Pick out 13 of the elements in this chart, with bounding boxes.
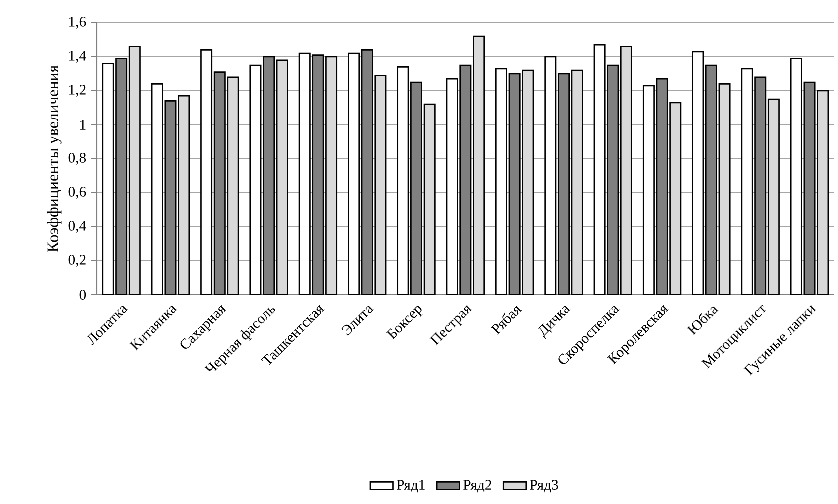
y-tick-label: 1,6 bbox=[70, 17, 86, 29]
y-tick-label: 0 bbox=[80, 290, 86, 300]
y-tick-label: 1 bbox=[80, 120, 86, 130]
y-tick-label: 0,6 bbox=[68, 187, 86, 200]
y-tick-label: 1,2 bbox=[70, 85, 86, 97]
y-axis-title: Коэффициенты увеличения bbox=[47, 66, 62, 252]
legend-label: Ряд2 bbox=[464, 480, 492, 493]
legend-label: Ряд3 bbox=[530, 480, 558, 493]
y-tick-label: 0,4 bbox=[68, 221, 86, 234]
legend-label: Ряд1 bbox=[397, 480, 425, 493]
y-tick-label: 1,4 bbox=[70, 51, 86, 63]
y-tick-label: 0,8 bbox=[68, 153, 86, 166]
y-tick-label: 0,2 bbox=[68, 255, 86, 268]
